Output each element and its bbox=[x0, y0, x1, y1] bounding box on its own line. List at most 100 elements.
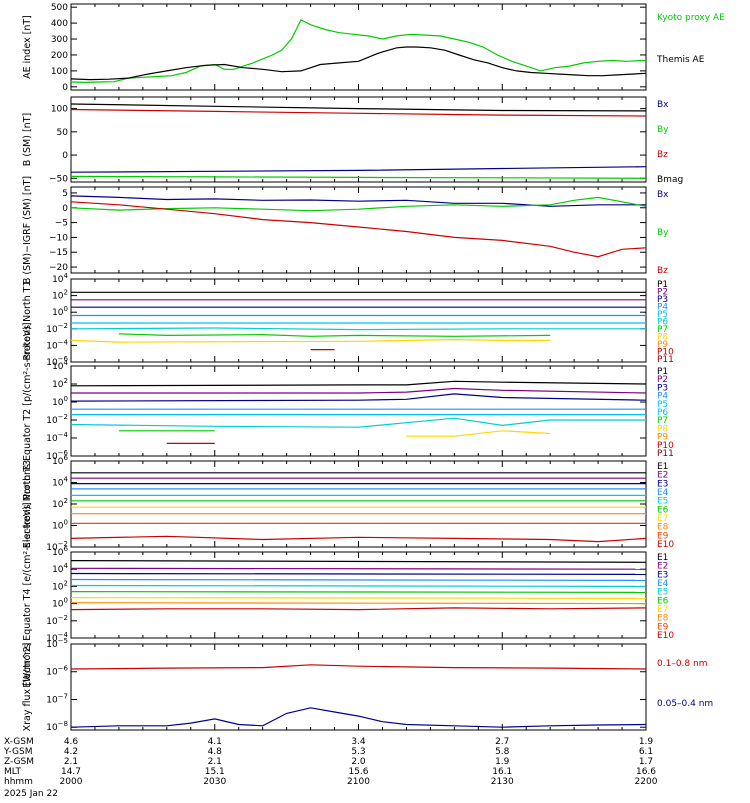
legend-label-E8: E8 bbox=[657, 523, 669, 533]
legend-label-P5: P5 bbox=[657, 400, 668, 410]
legend-label-E2: E2 bbox=[657, 471, 668, 481]
series-line-E8 bbox=[70, 602, 647, 605]
y-tick-label: 102 bbox=[52, 289, 68, 302]
series-line-P6 bbox=[70, 417, 646, 428]
series-line-Bmag bbox=[70, 103, 647, 112]
y-axis-title: Protons Equator T2 [p/(cm²-s-sr-keV)] bbox=[22, 322, 33, 499]
ephemeris-value: 2030 bbox=[203, 777, 226, 787]
y-tick-label: 10−4 bbox=[46, 431, 68, 444]
y-axis-title: Electrons North T3 bbox=[22, 460, 33, 548]
series-line-P2 bbox=[71, 387, 647, 394]
legend-label-P10: P10 bbox=[657, 441, 674, 451]
legend-label-By: By bbox=[657, 125, 669, 135]
y-tick-label: 100 bbox=[51, 105, 68, 115]
y-tick-label: 10−2 bbox=[46, 413, 68, 426]
y-tick-label: 10−6 bbox=[46, 355, 68, 368]
legend-label-0.05–0.4 nm: 0.05–0.4 nm bbox=[657, 699, 713, 709]
legend-label-P10: P10 bbox=[657, 348, 674, 358]
legend-label-Bmag: Bmag bbox=[657, 175, 683, 185]
y-axis-title: B (SM)−IGRF (SM) [nT] bbox=[22, 176, 33, 284]
ephemeris-value: 1.7 bbox=[639, 757, 653, 767]
series-line-Bz bbox=[70, 108, 647, 117]
legend-label-E1: E1 bbox=[657, 553, 668, 563]
legend-label-E5: E5 bbox=[657, 497, 668, 507]
y-tick-label: 10−7 bbox=[46, 692, 68, 705]
y-tick-label: 100 bbox=[52, 519, 68, 532]
legend-label-P11: P11 bbox=[657, 449, 674, 459]
y-tick-label: −10 bbox=[49, 233, 68, 243]
legend-label-Bx: Bx bbox=[657, 100, 669, 110]
legend-label-Bx: Bx bbox=[657, 190, 669, 200]
ephemeris-value: 4.8 bbox=[208, 747, 223, 757]
legend-label-E9: E9 bbox=[657, 531, 669, 541]
series-line-E2 bbox=[70, 567, 647, 570]
ephemeris-row-label: X-GSM bbox=[4, 737, 34, 747]
ephemeris-row-label: Z-GSM bbox=[4, 757, 34, 767]
legend-label-E7: E7 bbox=[657, 605, 668, 615]
series-line-P8 bbox=[70, 338, 551, 343]
ephemeris-value: 2000 bbox=[60, 777, 83, 787]
y-tick-label: −20 bbox=[49, 263, 68, 273]
y-tick-label: 10−4 bbox=[46, 631, 68, 644]
legend-label-E8: E8 bbox=[657, 614, 669, 624]
y-tick-label: 10−2 bbox=[46, 614, 68, 627]
legend-label-P1: P1 bbox=[657, 280, 668, 290]
ephemeris-value: 2.0 bbox=[351, 757, 366, 767]
ephemeris-value: 15.6 bbox=[348, 767, 368, 777]
y-axis-title: B (SM) [nT] bbox=[22, 113, 33, 166]
legend-label-E4: E4 bbox=[657, 488, 669, 498]
y-tick-label: −15 bbox=[49, 248, 68, 258]
y-tick-label: 102 bbox=[52, 497, 68, 510]
legend-label-P6: P6 bbox=[657, 408, 668, 418]
series-line-P8 bbox=[406, 430, 551, 437]
ephemeris-value: 15.1 bbox=[205, 767, 225, 777]
y-tick-label: 106 bbox=[52, 545, 68, 558]
series-line-E1 bbox=[70, 559, 647, 563]
panel-frame-6 bbox=[70, 460, 647, 548]
ephemeris-row-label: hhmm bbox=[4, 777, 33, 787]
ephemeris-value: 2130 bbox=[491, 777, 514, 787]
ephemeris-value: 1.9 bbox=[495, 757, 510, 767]
ephemeris-date: 2025 Jan 22 bbox=[4, 789, 58, 799]
legend-label-P3: P3 bbox=[657, 383, 668, 393]
legend-label-E10: E10 bbox=[657, 631, 674, 641]
ephemeris-value: 1.9 bbox=[639, 737, 654, 747]
y-tick-label: 5 bbox=[62, 189, 68, 199]
legend-label-P8: P8 bbox=[657, 424, 668, 434]
legend-label-E6: E6 bbox=[657, 505, 669, 515]
legend-label-E10: E10 bbox=[657, 540, 674, 550]
series-line-Bx bbox=[70, 195, 646, 207]
series-line-Bx bbox=[70, 166, 647, 173]
series-line-E7 bbox=[70, 596, 647, 600]
legend-label-P9: P9 bbox=[657, 433, 668, 443]
series-line-By bbox=[70, 196, 647, 212]
y-tick-label: 100 bbox=[52, 597, 68, 610]
ephemeris-value: 2.1 bbox=[208, 757, 222, 767]
y-tick-label: −5 bbox=[55, 219, 68, 229]
legend-label-By: By bbox=[657, 228, 669, 238]
legend-label-P2: P2 bbox=[657, 375, 668, 385]
ephemeris-value: 5.3 bbox=[351, 747, 365, 757]
panel-frame-7 bbox=[70, 551, 647, 639]
series-line-E6 bbox=[70, 590, 647, 594]
legend-label-P7: P7 bbox=[657, 325, 668, 335]
panel-frame-4 bbox=[70, 278, 647, 363]
legend-label-P9: P9 bbox=[657, 340, 668, 350]
legend-label-E9: E9 bbox=[657, 622, 669, 632]
y-tick-label: 10−6 bbox=[46, 449, 68, 462]
legend-label-P11: P11 bbox=[657, 355, 674, 365]
ephemeris-value: 4.2 bbox=[64, 747, 78, 757]
legend-label-E6: E6 bbox=[657, 596, 669, 606]
legend-label-Bz: Bz bbox=[657, 150, 668, 160]
legend-label-P2: P2 bbox=[657, 288, 668, 298]
series-line-P6 bbox=[70, 327, 646, 331]
y-tick-label: 0 bbox=[62, 83, 68, 93]
legend-label-P4: P4 bbox=[657, 392, 668, 402]
series-line-E10 bbox=[70, 607, 647, 611]
y-axis-title: Electrons Equator T4 [e/(cm²-s-sr-keV)] bbox=[22, 502, 33, 687]
series-line-E10 bbox=[70, 535, 647, 543]
legend-label-P4: P4 bbox=[657, 303, 668, 313]
series-line-P1 bbox=[70, 380, 647, 387]
series-line-Bz bbox=[70, 201, 647, 258]
